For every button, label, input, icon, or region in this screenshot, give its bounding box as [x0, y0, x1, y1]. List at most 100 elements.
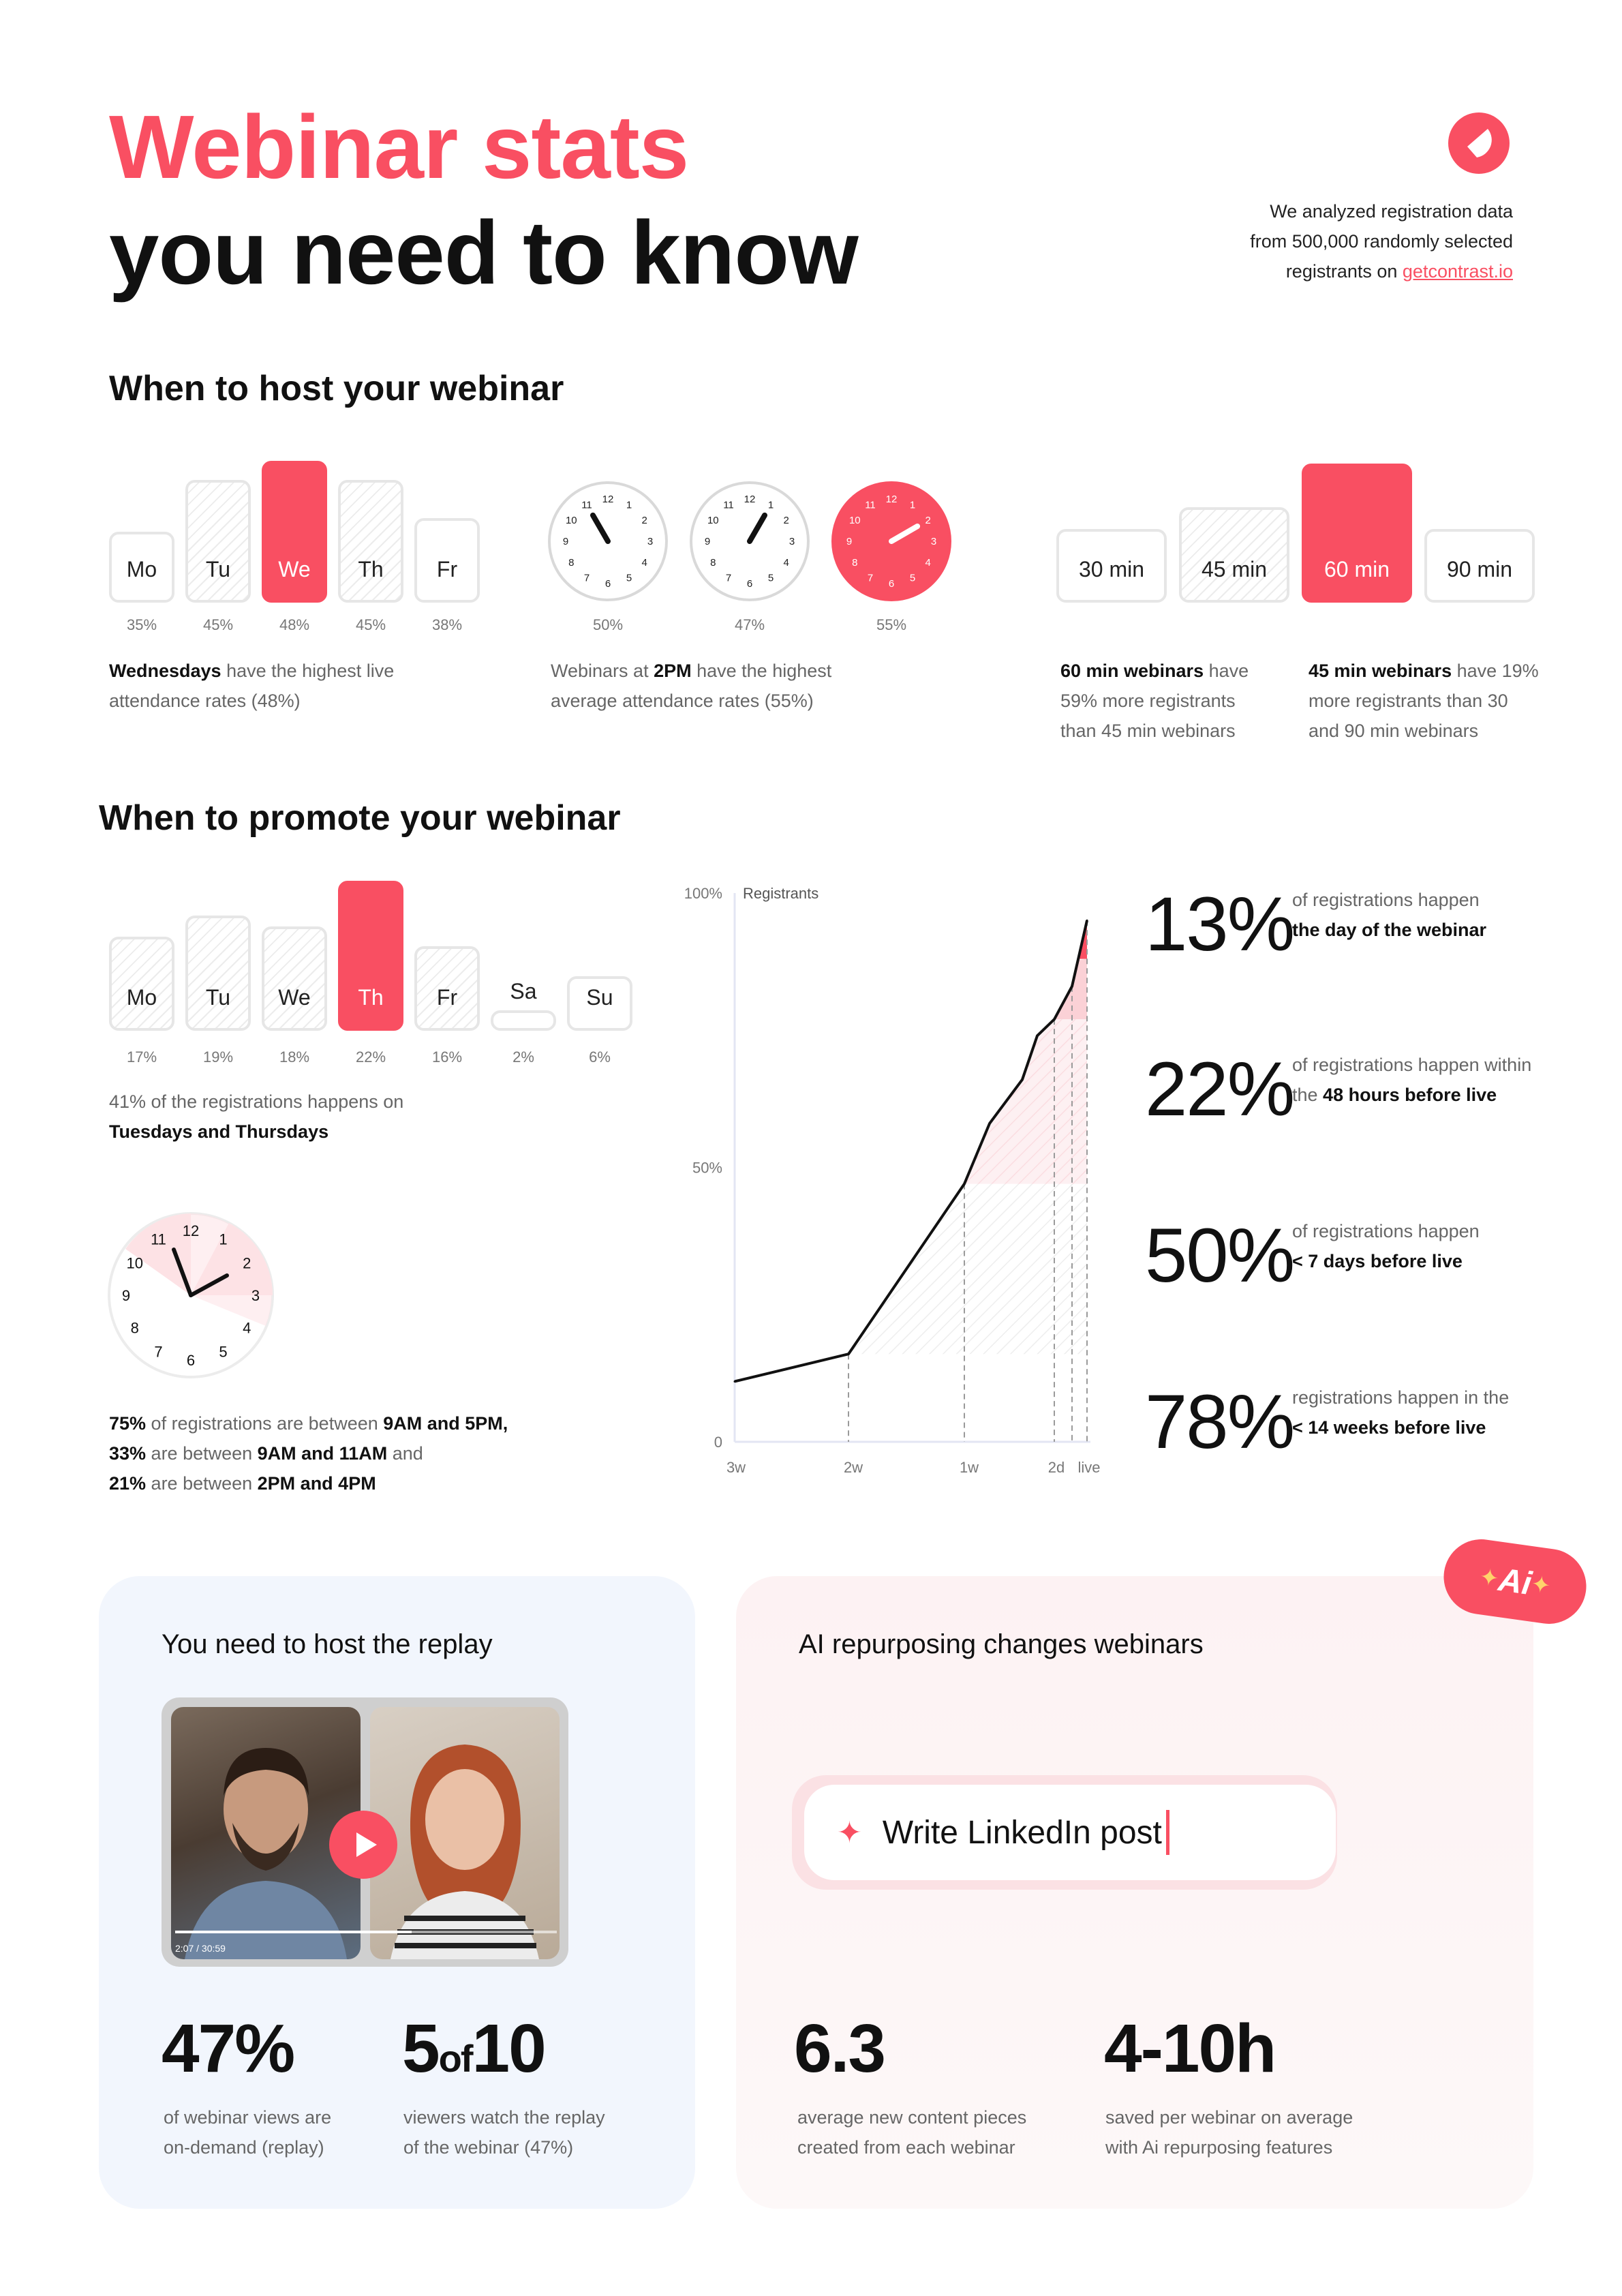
caption-bold: 9AM and 5PM, [383, 1413, 508, 1434]
desc-bold: the day of the webinar [1292, 920, 1487, 940]
promote-day-bar-tu: Tu [185, 916, 251, 1031]
caption-bold: 75% [109, 1413, 147, 1434]
duration-caption-45: 45 min webinars have 19% more registrant… [1309, 656, 1539, 746]
host-clock-caption: Webinars at 2PM have the highest average… [551, 656, 831, 716]
caption-text: 59% more registrants [1060, 691, 1236, 711]
desc-line: registrations happen in the [1292, 1387, 1510, 1408]
caption-text: of registrations are between [146, 1413, 384, 1434]
svg-text:2: 2 [925, 515, 931, 526]
promote-stat-desc: of registrations happen < 7 days before l… [1292, 1216, 1480, 1276]
data-point-3w [733, 1380, 736, 1383]
svg-text:11: 11 [723, 499, 734, 511]
svg-text:6: 6 [747, 578, 752, 590]
desc-line: saved per webinar on average [1105, 2107, 1353, 2128]
caption-bold: 21% [109, 1473, 147, 1494]
ai-badge-label: Ai [1496, 1561, 1534, 1602]
ai-stat-hours-desc: saved per webinar on average with Ai rep… [1105, 2102, 1353, 2162]
video-progress-bar[interactable] [175, 1931, 557, 1933]
svg-text:1: 1 [626, 499, 632, 511]
svg-text:12: 12 [886, 494, 898, 505]
promote-clock-caption: 75% of registrations are between 9AM and… [109, 1408, 508, 1498]
x-tick-label: 3w [726, 1459, 746, 1476]
promote-day-pct: 18% [279, 1048, 310, 1066]
svg-text:3: 3 [251, 1287, 260, 1304]
duration-bar-45: 45 min [1179, 507, 1289, 603]
promote-day-bar-sa [491, 1010, 556, 1031]
caption-text: than 45 min webinars [1060, 721, 1236, 741]
x-tick-label: live [1077, 1459, 1100, 1476]
desc-line: of webinar views are [164, 2107, 332, 2128]
data-point-6d [988, 1122, 991, 1125]
sparkle-icon: ✦ [837, 1815, 862, 1849]
svg-text:4: 4 [925, 557, 931, 569]
svg-text:7: 7 [726, 573, 731, 584]
prompt-input[interactable]: ✦ Write LinkedIn post [804, 1785, 1336, 1880]
desc-line: with Ai repurposing features [1105, 2137, 1333, 2158]
chart-band [848, 1183, 1087, 1355]
promote-stat-value: 50% [1145, 1213, 1295, 1298]
promote-stat-desc: of registrations happen within the 48 hou… [1292, 1050, 1531, 1110]
svg-text:3: 3 [931, 536, 936, 547]
caption-text: are between [146, 1473, 258, 1494]
duration-bar-60: 60 min [1302, 464, 1412, 603]
svg-text:8: 8 [710, 557, 716, 569]
svg-text:8: 8 [568, 557, 574, 569]
promote-day-pct: 2% [512, 1048, 534, 1066]
x-tick-label: 2w [844, 1459, 863, 1476]
desc-line: of registrations happen within [1292, 1055, 1532, 1075]
day-bar-th: Th [338, 480, 403, 603]
svg-text:10: 10 [849, 515, 861, 526]
caption-text: are between [146, 1443, 258, 1464]
desc-bold: < 14 weeks before live [1292, 1417, 1486, 1438]
ai-heading: AI repurposing changes webinars [799, 1629, 1204, 1659]
promote-day-bar-th: Th [338, 881, 403, 1031]
svg-text:5: 5 [626, 573, 632, 584]
caption-text: average attendance rates (55%) [551, 691, 814, 711]
svg-text:5: 5 [910, 573, 915, 584]
video-player[interactable]: 2:07 / 30:59 [162, 1697, 568, 1967]
x-tick-label: 1w [960, 1459, 979, 1476]
clock-pct: 47% [734, 616, 765, 633]
promote-stat-value: 22% [1145, 1046, 1295, 1132]
data-point-2d [1053, 1018, 1056, 1021]
promote-stat-desc: of registrations happen the day of the we… [1292, 885, 1486, 945]
data-point-1d [1071, 985, 1073, 988]
promote-day-label: Sa [510, 979, 537, 1003]
getcontrast-link[interactable]: getcontrast.io [1402, 261, 1513, 282]
svg-text:2: 2 [784, 515, 789, 526]
svg-text:2: 2 [243, 1255, 251, 1272]
play-button[interactable] [329, 1811, 397, 1879]
video-time: 2:07 / 30:59 [175, 1943, 226, 1954]
registrants-line-chart: 100% 50% 0 Registrants 3w 2w 1w 2d live [684, 885, 1101, 1476]
svg-text:12: 12 [183, 1222, 199, 1239]
day-pct: 48% [279, 616, 310, 633]
promote-day-bar-fr: Fr [414, 946, 480, 1031]
intro-line: We analyzed registration data [1270, 201, 1513, 222]
svg-text:12: 12 [744, 494, 756, 505]
data-point-4d [1021, 1078, 1024, 1081]
promote-day-bar-mo: Mo [109, 937, 174, 1031]
svg-text:4: 4 [243, 1320, 251, 1337]
day-bar-we: We [262, 461, 327, 603]
caption-line: 75% of registrations are between 9AM and… [109, 1408, 508, 1438]
intro-line: from 500,000 randomly selected [1250, 231, 1513, 252]
clock-pct: 55% [876, 616, 907, 633]
clock-pct: 50% [592, 616, 624, 633]
svg-text:9: 9 [846, 536, 852, 547]
svg-text:11: 11 [865, 499, 876, 511]
page-title-line1: Webinar stats [109, 97, 689, 197]
promote-day-pct: 17% [126, 1048, 157, 1066]
svg-text:4: 4 [784, 557, 789, 569]
desc-bold: < 7 days before live [1292, 1251, 1463, 1271]
caption-bold: 33% [109, 1443, 147, 1464]
speaker-video-male [171, 1707, 361, 1959]
desc-line: of the webinar (47%) [403, 2137, 574, 2158]
data-point-1w [963, 1183, 966, 1185]
host-days-caption: Wednesdays have the highest live attenda… [109, 656, 394, 716]
svg-text:10: 10 [707, 515, 719, 526]
text-cursor [1165, 1810, 1169, 1855]
caption-text: have [1204, 661, 1249, 681]
replay-stat-5of10-desc: viewers watch the replay of the webinar … [403, 2102, 605, 2162]
page-title-line2: you need to know [109, 202, 859, 303]
